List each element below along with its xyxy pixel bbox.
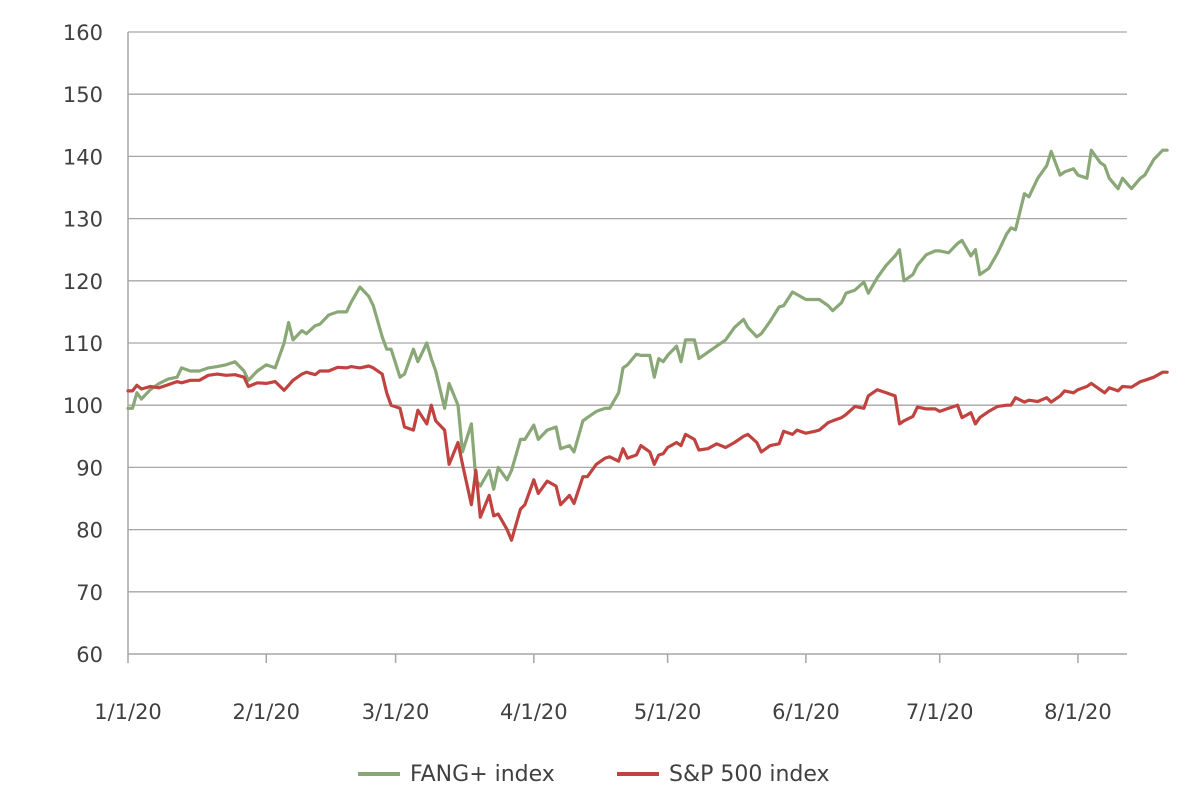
legend: FANG+ index S&P 500 index <box>358 762 830 787</box>
gridlines <box>128 31 1127 593</box>
y-tick-label: 100 <box>63 394 103 418</box>
y-axis-ticks: 60 70 80 90 100 110 120 130 140 150 160 <box>63 21 103 667</box>
x-tick-label: 6/1/20 <box>772 700 840 724</box>
y-tick-label: 90 <box>76 456 103 480</box>
axes <box>127 32 1127 655</box>
legend-label-fang: FANG+ index <box>410 762 555 787</box>
y-tick-label: 110 <box>63 332 103 356</box>
series-line-1 <box>126 364 1169 542</box>
series-lines <box>126 148 1169 542</box>
x-tick-label: 1/1/20 <box>94 700 162 724</box>
y-tick-label: 120 <box>63 270 103 294</box>
x-axis-ticks: 1/1/20 2/1/20 3/1/20 4/1/20 5/1/20 6/1/20 7/1/… <box>94 654 1112 724</box>
y-tick-label: 140 <box>63 145 103 169</box>
y-tick-label: 150 <box>63 83 103 107</box>
x-tick-label: 7/1/20 <box>906 700 974 724</box>
y-tick-label: 130 <box>63 208 103 232</box>
y-tick-label: 60 <box>76 643 103 667</box>
series-line-0 <box>126 148 1169 491</box>
legend-label-sp500: S&P 500 index <box>669 762 830 787</box>
x-tick-label: 2/1/20 <box>232 700 300 724</box>
y-tick-label: 160 <box>63 21 103 45</box>
x-tick-label: 4/1/20 <box>500 700 568 724</box>
x-tick-label: 8/1/20 <box>1044 700 1112 724</box>
y-tick-label: 80 <box>76 519 103 543</box>
y-tick-label: 70 <box>76 581 103 605</box>
x-tick-label: 5/1/20 <box>634 700 702 724</box>
x-tick-label: 3/1/20 <box>362 700 430 724</box>
